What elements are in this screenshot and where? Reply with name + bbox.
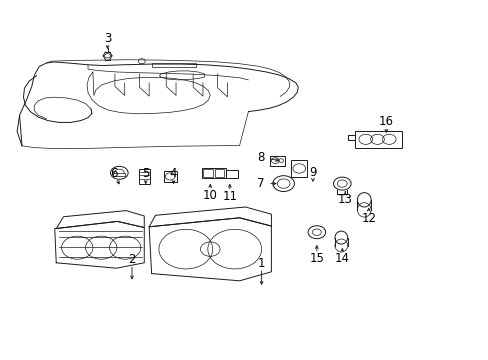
- Bar: [270, 156, 285, 166]
- Text: 11: 11: [222, 190, 237, 203]
- Text: 12: 12: [361, 212, 375, 225]
- Bar: [139, 169, 150, 184]
- Text: 5: 5: [142, 167, 149, 180]
- Text: 6: 6: [110, 167, 118, 180]
- Text: 9: 9: [308, 166, 316, 179]
- Bar: [226, 170, 238, 178]
- Bar: [163, 171, 176, 182]
- Text: 15: 15: [309, 252, 324, 265]
- Bar: [113, 173, 125, 176]
- Bar: [202, 168, 226, 178]
- Text: 2: 2: [128, 253, 136, 266]
- Text: 10: 10: [203, 189, 217, 202]
- Bar: [291, 160, 306, 177]
- Text: 7: 7: [257, 177, 264, 190]
- Bar: [214, 169, 224, 177]
- Text: 4: 4: [169, 167, 177, 180]
- Text: 8: 8: [257, 150, 264, 163]
- Bar: [354, 131, 402, 148]
- Bar: [203, 169, 212, 177]
- Text: 3: 3: [103, 32, 111, 45]
- Text: 16: 16: [378, 115, 393, 128]
- Text: 14: 14: [334, 252, 349, 265]
- Bar: [151, 63, 195, 67]
- Text: 13: 13: [337, 193, 352, 206]
- Text: 1: 1: [257, 257, 265, 270]
